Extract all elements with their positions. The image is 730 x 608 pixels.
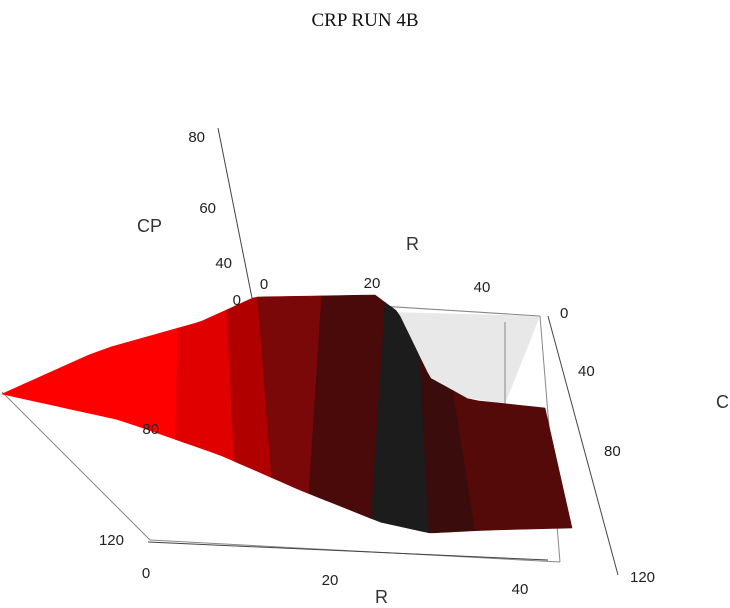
z-ticks: 80 60 40 0: [188, 129, 241, 309]
y-tick-label: 0: [560, 305, 568, 322]
z-tick-label: 0: [233, 292, 241, 309]
surface-band: [175, 309, 235, 462]
z-tick-label: 40: [215, 255, 232, 272]
y-axis-right: [547, 315, 619, 576]
x-tick-label: 0: [142, 565, 150, 582]
x-ticks-back: 0 20 40: [260, 275, 491, 296]
x-ticks-front: 0 20 40: [142, 565, 529, 598]
y-tick-label: 80: [142, 421, 159, 438]
surface-mesh: [1, 294, 573, 534]
x-tick-label: 20: [364, 275, 381, 292]
x-tick-label: 0: [260, 276, 268, 293]
y-ticks-left: 80 120: [99, 421, 159, 549]
chart-title: CRP RUN 4B: [311, 10, 419, 31]
x-tick-label: 40: [512, 581, 529, 598]
z-axis: [217, 127, 253, 299]
x-axis-label-front: R: [375, 587, 388, 607]
x-axis-front: [147, 541, 549, 561]
y-tick-label: 80: [604, 443, 621, 460]
z-tick-label: 60: [199, 200, 216, 217]
x-tick-label: 40: [474, 279, 491, 296]
x-axis-label-back: R: [406, 234, 419, 254]
y-tick-label: 120: [99, 532, 124, 549]
y-tick-label: 40: [578, 363, 595, 380]
z-axis-label: CP: [137, 216, 162, 236]
box-left-floor: [1, 391, 151, 541]
surface-band: [452, 390, 573, 532]
x-tick-label: 20: [322, 572, 339, 589]
z-tick-label: 80: [188, 129, 205, 146]
y-axis-label: C: [716, 392, 729, 412]
y-tick-label: 120: [630, 569, 655, 586]
y-ticks-right: 0 40 80 120: [560, 305, 655, 586]
